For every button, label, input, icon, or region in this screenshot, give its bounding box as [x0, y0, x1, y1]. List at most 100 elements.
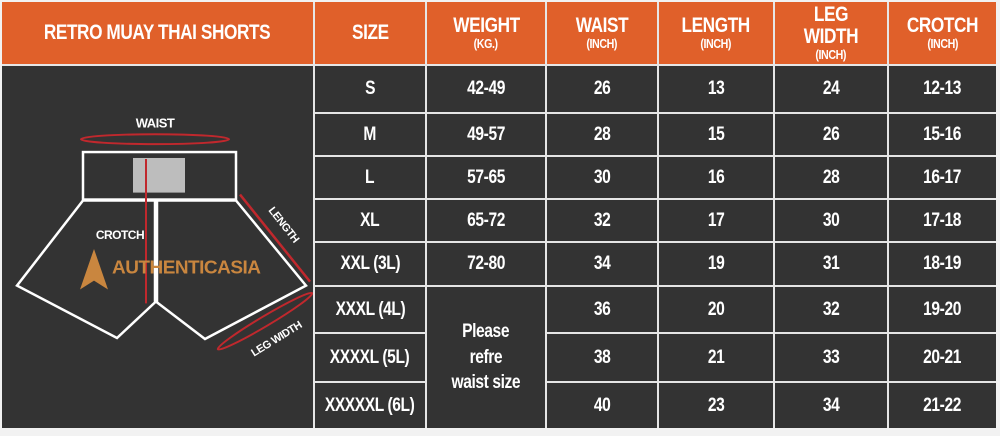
table-cell-crotch: 20-21: [889, 334, 996, 381]
right-leg-outline: [155, 199, 308, 341]
table-cell-weight: 65-72: [427, 200, 545, 241]
column-header-unit: (INCH): [815, 47, 847, 63]
cell-value: XXXXXL (6L): [325, 394, 415, 416]
cell-value: L: [365, 166, 375, 188]
table-cell-leg-width: 32: [775, 287, 887, 332]
crotch-label: CROTCH: [96, 228, 144, 242]
table-cell-weight: 42-49: [427, 66, 545, 112]
table-cell-size: XL: [315, 200, 425, 241]
table-cell-size: XXXXXL (6L): [315, 383, 425, 428]
weight-note-line: refre: [469, 346, 503, 368]
table-cell-waist: 30: [547, 157, 657, 198]
cell-value: 16: [707, 166, 725, 188]
cell-value: 26: [822, 123, 840, 145]
waist-label: WAIST: [136, 115, 175, 130]
cell-value: 36: [593, 298, 611, 320]
table-cell-length: 13: [659, 66, 773, 112]
table-cell-waist: 36: [547, 287, 657, 332]
cell-value: 34: [593, 253, 611, 274]
table-cell-crotch: 17-18: [889, 200, 996, 241]
column-header: LENGTH (INCH): [659, 2, 773, 64]
cell-value: 30: [593, 166, 611, 188]
table-cell-length: 19: [659, 243, 773, 285]
cell-value: 21-22: [923, 394, 962, 416]
cell-value: 19: [707, 253, 725, 274]
cell-value: 17-18: [923, 209, 962, 231]
column-header-label: SIZE: [351, 20, 389, 44]
table-cell-size: L: [315, 157, 425, 198]
cell-value: 42-49: [467, 78, 505, 99]
column-header-label: WAIST: [575, 14, 629, 38]
table-cell-weight: 49-57: [427, 114, 545, 155]
cell-value: 32: [593, 209, 611, 231]
cell-value: 32: [822, 298, 840, 320]
weight-note: Please refre waist size: [427, 287, 545, 428]
table-cell-crotch: 12-13: [889, 66, 996, 112]
column-header-label: CROTCH: [906, 14, 979, 38]
cell-value: 33: [822, 346, 840, 368]
cell-value: 24: [822, 78, 840, 99]
table-cell-leg-width: 30: [775, 200, 887, 241]
cell-value: 20-21: [923, 346, 962, 368]
shorts-diagram-svg: WAIST CROTCH LENGTH LEG WIDTH AUTHENTICA…: [15, 115, 313, 359]
column-header: SIZE: [315, 2, 425, 64]
column-header: CROTCH (INCH): [889, 2, 996, 64]
logo-text-a: AUTHENTIC: [112, 258, 218, 279]
table-cell-crotch: 15-16: [889, 114, 996, 155]
table-cell-length: 15: [659, 114, 773, 155]
length-label: LENGTH: [266, 205, 302, 246]
cell-value: 26: [593, 78, 611, 99]
column-header-label: LENGTH: [681, 14, 751, 38]
column-header-label: LEG WIDTH: [803, 3, 859, 49]
table-cell-leg-width: 34: [775, 383, 887, 428]
cell-value: XXL (3L): [340, 253, 400, 274]
table-cell-length: 20: [659, 287, 773, 332]
table-cell-size: XXL (3L): [315, 243, 425, 285]
column-header-label: WEIGHT: [452, 14, 520, 38]
table-cell-waist: 28: [547, 114, 657, 155]
logo-icon: [80, 248, 108, 290]
cell-value: 18-19: [923, 253, 962, 274]
cell-value: 38: [593, 346, 611, 368]
column-header-unit: (INCH): [927, 36, 958, 52]
weight-note-line: Please: [462, 321, 510, 343]
cell-value: 65-72: [467, 209, 505, 231]
table-cell-crotch: 16-17: [889, 157, 996, 198]
chart-title: RETRO MUAY THAI SHORTS: [2, 2, 313, 64]
cell-value: 72-80: [467, 253, 505, 274]
chart-title-text: RETRO MUAY THAI SHORTS: [44, 20, 271, 44]
label-patch: [133, 157, 185, 193]
table-cell-leg-width: 33: [775, 334, 887, 381]
size-chart-table: RETRO MUAY THAI SHORTS WAIST CROTCH LENG…: [2, 2, 996, 428]
cell-value: 16-17: [923, 166, 962, 188]
table-cell-size: XXXL (4L): [315, 287, 425, 332]
table-cell-length: 23: [659, 383, 773, 428]
table-cell-waist: 38: [547, 334, 657, 381]
cell-value: 28: [822, 166, 840, 188]
cell-value: 34: [822, 394, 840, 416]
cell-value: S: [365, 78, 375, 99]
table-cell-leg-width: 31: [775, 243, 887, 285]
cell-value: 20: [707, 298, 725, 320]
cell-value: 17: [707, 209, 725, 231]
table-cell-length: 16: [659, 157, 773, 198]
column-header: WAIST (INCH): [547, 2, 657, 64]
column-header: LEG WIDTH (INCH): [775, 2, 887, 64]
weight-note-line: waist size: [451, 372, 521, 394]
cell-value: 31: [822, 253, 840, 274]
table-cell-size: M: [315, 114, 425, 155]
left-leg-outline: [15, 199, 157, 340]
table-cell-waist: 34: [547, 243, 657, 285]
table-cell-crotch: 18-19: [889, 243, 996, 285]
length-measure-arrow: [239, 193, 311, 283]
cell-value: 40: [593, 394, 611, 416]
table-cell-size: XXXXL (5L): [315, 334, 425, 381]
table-cell-length: 21: [659, 334, 773, 381]
cell-value: 28: [593, 123, 611, 145]
cell-value: 21: [707, 346, 725, 368]
column-header-unit: (INCH): [700, 36, 732, 52]
cell-value: 12-13: [923, 78, 962, 99]
leg-width-label: LEG WIDTH: [249, 319, 304, 359]
logo-text-b: ASIA: [217, 258, 261, 279]
column-header-unit: (INCH): [586, 36, 618, 52]
